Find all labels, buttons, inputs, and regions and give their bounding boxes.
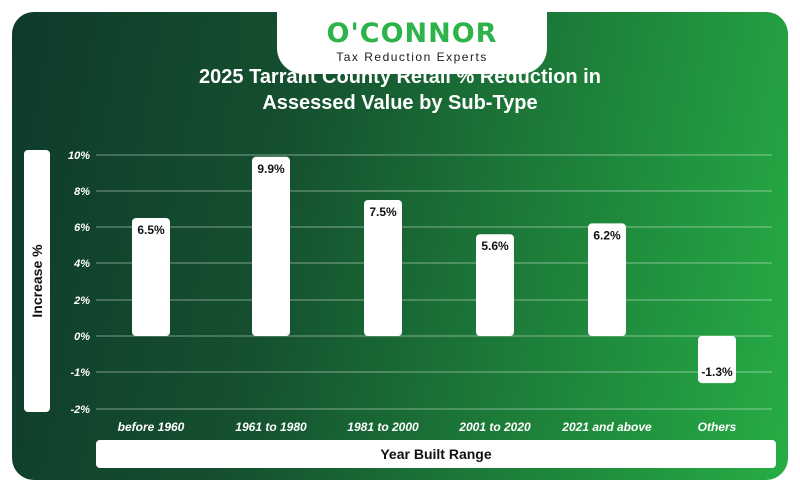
y-tick-label: 6% xyxy=(74,222,90,234)
bar xyxy=(364,200,402,336)
x-tick-label: Others xyxy=(698,420,737,434)
x-tick-label: 1981 to 2000 xyxy=(347,420,419,434)
data-label: 7.5% xyxy=(369,205,397,219)
y-tick-label: 0% xyxy=(74,331,90,343)
y-axis-label-box: Increase % xyxy=(24,150,50,412)
chart-title-line-2: Assessed Value by Sub-Type xyxy=(262,92,538,114)
x-axis-label: Year Built Range xyxy=(380,446,492,462)
y-tick-label: 8% xyxy=(74,186,90,198)
y-tick-label: 10% xyxy=(68,150,90,162)
x-tick-label: 2001 to 2020 xyxy=(458,420,531,434)
brand-tagline: Tax Reduction Experts xyxy=(336,50,488,64)
x-axis-label-box: Year Built Range xyxy=(96,440,776,468)
data-label: 5.6% xyxy=(481,239,509,253)
bar xyxy=(588,223,626,336)
logo: O'CONNOR Tax Reduction Experts xyxy=(277,12,547,74)
data-label: 6.2% xyxy=(593,228,621,242)
y-tick-label: 4% xyxy=(73,258,90,270)
data-label: -1.3% xyxy=(701,365,733,379)
y-tick-label: -2% xyxy=(70,404,90,416)
bar xyxy=(698,336,736,384)
x-tick-label: before 1960 xyxy=(118,420,185,434)
bar xyxy=(132,218,170,336)
bar xyxy=(476,234,514,336)
data-label: 6.5% xyxy=(137,223,165,237)
y-tick-label: -1% xyxy=(70,367,90,379)
y-tick-label: 2% xyxy=(73,295,90,307)
x-tick-label: 2021 and above xyxy=(561,420,652,434)
brand-name: O'CONNOR xyxy=(326,18,498,49)
bar xyxy=(252,156,290,336)
x-tick-label: 1961 to 1980 xyxy=(235,420,307,434)
chart-title-line-1: 2025 Tarrant County Retail % Reduction i… xyxy=(199,66,601,88)
chart-title: 2025 Tarrant County Retail % Reduction i… xyxy=(100,64,700,116)
data-label: 9.9% xyxy=(257,162,285,176)
